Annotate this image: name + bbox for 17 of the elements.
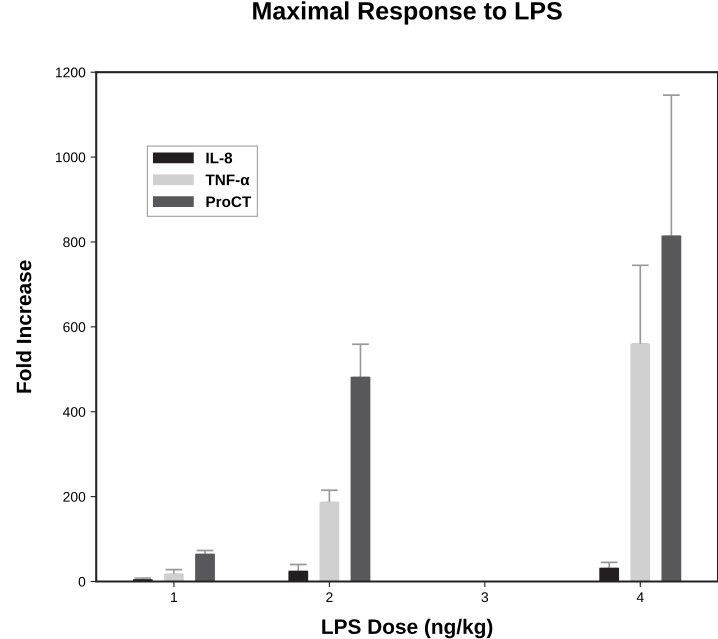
x-tick-label: 1 — [171, 592, 178, 602]
y-tick-label: 1000 — [56, 152, 86, 162]
legend-label: ProCT — [206, 196, 252, 208]
legend-label: IL-8 — [206, 152, 232, 164]
chart-title: Maximal Response to LPS — [253, 1, 562, 25]
x-tick-label: 4 — [636, 592, 644, 602]
y-tick-label: 0 — [78, 576, 86, 587]
y-tick-label: 400 — [62, 407, 86, 417]
y-tick-label: 600 — [63, 322, 86, 332]
y-tick-label: 200 — [63, 492, 86, 502]
legend-label: TNF-α — [206, 174, 250, 186]
x-tick-label: 3 — [481, 592, 488, 602]
x-tick-label: 2 — [326, 592, 333, 602]
y-tick-label: 800 — [63, 237, 86, 248]
y-axis-title: Fold Increase — [16, 260, 32, 393]
x-axis-title: LPS Dose (ng/kg) — [322, 618, 492, 638]
y-tick-label: 1200 — [56, 68, 86, 78]
